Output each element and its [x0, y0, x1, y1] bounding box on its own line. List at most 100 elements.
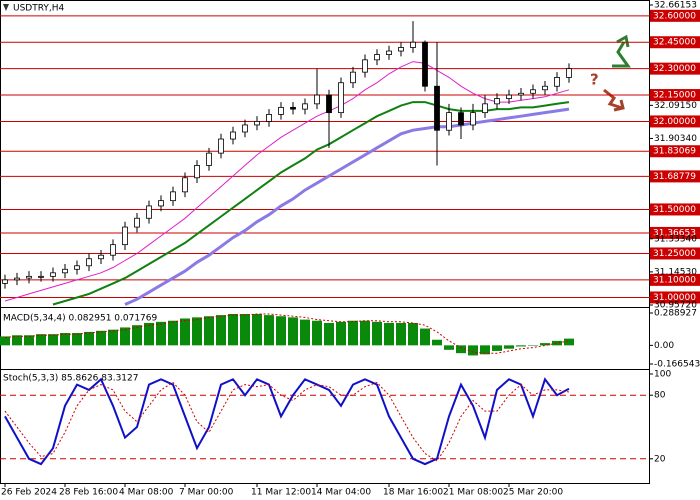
candle-body: [566, 68, 572, 78]
candle-body: [26, 275, 32, 279]
candle-body: [146, 205, 152, 219]
candle-body: [422, 41, 428, 87]
y-tick-label: 32.66153: [654, 1, 697, 11]
macd-bar: [552, 340, 562, 346]
x-tick-label: 14 Mar 04:00: [311, 488, 371, 498]
candle-body: [410, 41, 416, 48]
candle-body: [290, 106, 296, 110]
candle-body: [278, 106, 284, 115]
macd-bar: [252, 313, 262, 346]
x-tick-label: 18 Mar 16:00: [383, 488, 443, 498]
macd-bar: [408, 322, 418, 346]
level-label-box: [650, 203, 700, 216]
x-tick-label: 28 Feb 16:00: [59, 488, 118, 498]
candle-body: [218, 138, 224, 154]
arrow-head: [613, 99, 625, 112]
macd-bar: [540, 343, 550, 346]
macd-bar: [432, 339, 442, 346]
candle-body: [158, 200, 164, 207]
candle-body: [434, 85, 440, 131]
candle-body: [302, 103, 308, 110]
arrow-shaft: [612, 41, 631, 68]
candle-body: [326, 94, 332, 114]
macd-bar: [84, 331, 94, 346]
macd-bar: [204, 316, 214, 346]
candle-body: [386, 50, 392, 55]
macd-bar: [564, 338, 574, 346]
macd-bar: [192, 317, 202, 346]
candle-body: [62, 268, 68, 274]
macd-bar: [324, 322, 334, 346]
candle-body: [110, 244, 116, 256]
candle-body: [170, 191, 176, 202]
candle-body: [38, 275, 44, 278]
level-label-box: [650, 291, 700, 304]
candle-body: [494, 98, 500, 105]
candle-body: [122, 226, 128, 246]
candle-body: [542, 85, 548, 91]
x-tick-label: 21 Mar 08:00: [443, 488, 503, 498]
level-label-box: [650, 62, 700, 75]
macd-bar: [420, 328, 430, 346]
y-tick-label: 0.00: [654, 341, 674, 351]
candle-body: [98, 254, 104, 260]
candle-body: [182, 177, 188, 193]
candle-body: [2, 279, 8, 284]
forecast-up-arrow: [612, 34, 631, 68]
y-tick-label: 31.33340: [654, 234, 697, 244]
macd-bar: [336, 321, 346, 346]
macd-bar: [276, 316, 286, 346]
level-label-box: [650, 145, 700, 158]
level-label-box: [650, 170, 700, 183]
macd-bar: [396, 322, 406, 346]
arrow-head: [616, 34, 630, 48]
moving-average: [52, 101, 570, 306]
plot-frame: [0, 0, 650, 484]
level-label: 32.45000: [653, 38, 696, 48]
macd-bar: [288, 317, 298, 346]
moving-average: [4, 61, 570, 302]
level-label: 31.25000: [653, 249, 696, 259]
candle-body: [374, 54, 380, 61]
level-label-box: [650, 226, 700, 239]
macd-bar: [132, 325, 142, 346]
candle-body: [446, 112, 452, 131]
level-label: 32.15000: [653, 91, 696, 101]
candle-body: [362, 59, 368, 73]
macd-bar: [300, 319, 310, 346]
y-tick-label: 80: [654, 391, 666, 401]
level-label: 32.00000: [653, 117, 696, 127]
macd-bar: [468, 345, 478, 356]
moving-average: [124, 107, 570, 306]
x-tick-label: 4 Mar 08:00: [119, 488, 174, 498]
level-label: 31.83069: [653, 147, 696, 157]
annotation: ?: [590, 71, 599, 89]
candle-body: [230, 131, 236, 140]
x-tick-label: 25 Mar 20:00: [503, 488, 563, 498]
x-tick-label: 7 Mar 00:00: [179, 488, 234, 498]
level-label-box: [650, 115, 700, 128]
macd-bar: [456, 345, 466, 354]
macd-bar: [156, 321, 166, 346]
y-tick-label: -0.166543: [654, 360, 700, 370]
candle-body: [254, 121, 260, 126]
level-label: 31.36653: [653, 228, 696, 238]
level-label: 31.50000: [653, 205, 696, 215]
candle-body: [470, 112, 476, 126]
stoch-line: [4, 377, 570, 466]
y-tick-label: 31.14530: [654, 267, 697, 277]
macd-bar: [372, 321, 382, 346]
macd-bar: [108, 329, 118, 346]
macd-bar: [504, 345, 514, 349]
y-tick-label: 100: [654, 370, 671, 380]
indicator-title: Stoch(5,3,3) 85.8626 83.3127: [3, 374, 138, 384]
x-tick-label: 11 Mar 12:00: [251, 488, 311, 498]
x-tick-label: 26 Feb 2024: [1, 488, 57, 498]
macd-bar: [240, 313, 250, 346]
candle-body: [458, 112, 464, 126]
y-tick-label: 20: [654, 454, 666, 464]
candle-body: [554, 77, 560, 87]
macd-bar: [96, 330, 106, 346]
